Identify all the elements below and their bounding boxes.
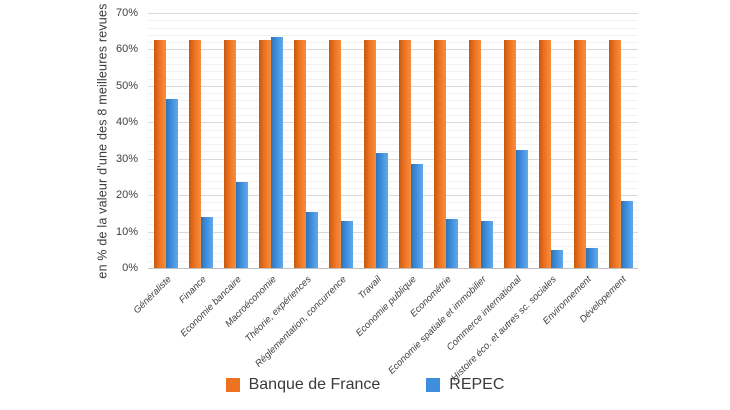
- major-gridline: [148, 49, 638, 51]
- bar-repec-finance: [200, 217, 213, 268]
- y-tick-label: 30%: [115, 152, 138, 165]
- y-tick-label: 50%: [115, 79, 138, 92]
- legend-label: REPEC: [449, 376, 505, 393]
- bar-repec-economie-publique: [410, 164, 423, 268]
- bar-banque-de-france-theorie-experiences: [293, 40, 306, 268]
- y-tick-label: 10%: [115, 225, 138, 238]
- bar-banque-de-france-travail: [363, 40, 376, 268]
- minor-gridline: [148, 107, 638, 109]
- bar-repec-economie-bancaire: [235, 182, 248, 268]
- minor-gridline: [148, 224, 638, 226]
- bar-repec-economie-spatiale-et-immobilier: [480, 221, 493, 268]
- major-gridline: [148, 158, 638, 160]
- bar-banque-de-france-macroeconomie: [258, 40, 271, 268]
- minor-gridline: [148, 100, 638, 102]
- minor-gridline: [148, 64, 638, 65]
- bar-repec-developement: [620, 201, 633, 268]
- minor-gridline: [148, 209, 638, 211]
- chart-legend: Banque de France REPEC: [0, 376, 730, 394]
- minor-gridline: [148, 115, 638, 116]
- bar-repec-generaliste: [165, 99, 178, 268]
- bar-banque-de-france-finance: [188, 40, 201, 268]
- minor-gridline: [148, 238, 638, 240]
- minor-gridline: [148, 71, 638, 73]
- minor-gridline: [148, 180, 638, 182]
- minor-gridline: [148, 217, 638, 218]
- minor-gridline: [148, 129, 638, 131]
- bar-repec-travail: [375, 153, 388, 268]
- minor-gridline: [148, 246, 638, 248]
- bar-banque-de-france-economie-bancaire: [223, 40, 236, 268]
- y-tick-label: 70%: [115, 7, 138, 19]
- bar-banque-de-france-econometrie: [433, 40, 446, 268]
- bar-repec-reglementation-concurrence: [340, 221, 353, 268]
- bar-repec-environnement: [585, 248, 598, 268]
- legend-item-banque-de-france: Banque de France: [225, 376, 381, 394]
- bar-banque-de-france-generaliste: [153, 40, 166, 268]
- bar-repec-commerce-international: [515, 150, 528, 268]
- minor-gridline: [148, 56, 638, 58]
- minor-gridline: [148, 34, 638, 36]
- bar-repec-histoire-eco-et-autres-sc-sociales: [550, 250, 563, 268]
- y-tick-label: 40%: [115, 116, 138, 129]
- minor-gridline: [148, 93, 638, 95]
- bar-banque-de-france-economie-publique: [398, 40, 411, 268]
- legend-swatch-icon: [426, 378, 441, 392]
- bar-repec-theorie-experiences: [305, 212, 318, 268]
- minor-gridline: [148, 42, 638, 44]
- major-gridline: [148, 122, 638, 124]
- bar-repec-econometrie: [445, 219, 458, 268]
- major-gridline: [148, 85, 638, 87]
- minor-gridline: [148, 202, 638, 204]
- bar-banque-de-france-economie-spatiale-et-immobilier: [468, 40, 481, 268]
- minor-gridline: [148, 136, 638, 138]
- legend-swatch-icon: [225, 378, 240, 392]
- bar-banque-de-france-commerce-international: [503, 40, 516, 268]
- y-tick-label: 60%: [115, 43, 138, 56]
- y-tick-label: 20%: [115, 189, 138, 202]
- bar-banque-de-france-environnement: [573, 40, 586, 268]
- bar-banque-de-france-histoire-eco-et-autres-sc-sociales: [538, 40, 551, 268]
- major-gridline: [148, 195, 638, 197]
- major-gridline: [148, 13, 638, 14]
- minor-gridline: [148, 260, 638, 262]
- legend-label: Banque de France: [248, 376, 381, 393]
- minor-gridline: [148, 173, 638, 175]
- minor-gridline: [148, 27, 638, 29]
- major-gridline: [148, 231, 638, 233]
- bar-banque-de-france-reglementation-concurrence: [328, 40, 341, 268]
- minor-gridline: [148, 78, 638, 80]
- minor-gridline: [148, 20, 638, 22]
- y-tick-label: 0%: [122, 262, 138, 274]
- minor-gridline: [148, 187, 638, 189]
- legend-item-repec: REPEC: [426, 376, 504, 394]
- minor-gridline: [148, 144, 638, 146]
- bar-repec-macroeconomie: [270, 37, 283, 268]
- minor-gridline: [148, 166, 638, 167]
- minor-gridline: [148, 253, 638, 255]
- minor-gridline: [148, 151, 638, 153]
- bar-banque-de-france-developement: [608, 40, 621, 268]
- plot-area: [148, 13, 638, 269]
